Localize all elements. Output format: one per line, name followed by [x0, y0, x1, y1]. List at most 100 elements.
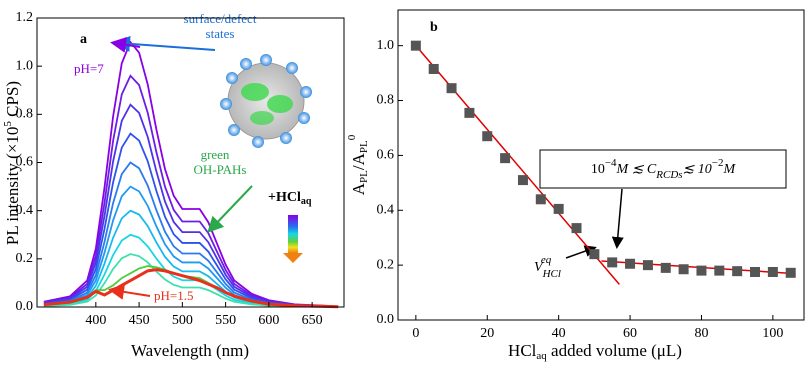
y-axis-label: APL/APL0 [346, 134, 370, 195]
x-label-text: added volume (μL) [547, 341, 682, 360]
x-axis-label: HClaq added volume (μL) [508, 341, 682, 362]
data-point [732, 266, 743, 277]
y-tick-label: 0.6 [377, 148, 395, 163]
arrow [110, 36, 141, 53]
veq-sup: eq [541, 254, 552, 266]
spectrum-line [43, 74, 339, 308]
data-point [642, 260, 653, 271]
range-box [539, 149, 787, 189]
x-tick-label: 80 [694, 326, 708, 341]
arrow [611, 188, 624, 249]
data-point [500, 153, 511, 164]
x-tick-label: 0 [412, 326, 419, 341]
spectrum-line [43, 103, 339, 308]
data-point [714, 265, 725, 276]
y-label-text: CPS) [3, 81, 22, 121]
annotation: states [206, 26, 235, 41]
x-axis-label: Wavelength (nm) [131, 341, 249, 360]
spectrum-line [43, 253, 339, 308]
data-point [589, 249, 600, 260]
range-sub: RCDs [655, 169, 682, 181]
data-point [607, 257, 618, 268]
data-point [535, 194, 546, 205]
data-point [785, 267, 796, 278]
x-tick-label: 600 [258, 313, 279, 328]
y-label-sup: 5 [2, 121, 14, 127]
arrow [108, 283, 151, 300]
annotation: pH=7 [74, 61, 104, 76]
spectrum-line [43, 233, 339, 308]
range-sup: −4 [605, 157, 617, 169]
annotation-sub: aq [301, 196, 312, 207]
annotation-text: +HCl [268, 190, 301, 205]
data-point [767, 266, 778, 277]
data-point [660, 262, 671, 273]
data-point [428, 63, 439, 74]
data-point [678, 264, 689, 275]
y-tick-label: 0.2 [16, 251, 34, 266]
nanoparticle-inset [218, 54, 316, 148]
y-label-text: PL intensity (×10 [3, 127, 22, 246]
spectrum-line [43, 132, 339, 308]
y-tick-label: 1.2 [16, 10, 34, 25]
y-tick-label: 0.8 [16, 107, 34, 122]
range-part: ≲ 10 [683, 162, 712, 177]
range-part: M [723, 162, 737, 177]
plot-frame [397, 9, 805, 321]
veq-sub: HCl [542, 268, 561, 280]
x-label-text: HCl [508, 341, 537, 360]
data-point [410, 40, 421, 51]
y-tick-label: 1.0 [16, 58, 34, 73]
data-point [750, 266, 761, 277]
spectrum-line [43, 40, 339, 308]
gradient-arrow [288, 215, 298, 253]
data-point [482, 131, 493, 142]
x-tick-label: 550 [215, 313, 236, 328]
y-tick-label: 1.0 [377, 38, 395, 53]
y-tick-label: 0.0 [377, 312, 395, 327]
veq-label: VHCl eq [534, 254, 561, 280]
range-part: 10 [591, 162, 605, 177]
y-tick-label: 0.4 [16, 203, 34, 218]
annotation: OH-PAHs [194, 162, 247, 177]
veq-v: V [534, 260, 544, 275]
y-tick-label: 0.6 [16, 155, 34, 170]
y-label-text: A [349, 182, 368, 195]
x-tick-label: 100 [762, 326, 783, 341]
y-tick-label: 0.8 [377, 93, 395, 108]
range-text: 10−4M ≲ CRCDs≲ 10−2M [591, 157, 737, 181]
arrow [207, 185, 253, 233]
y-label-text: /A [349, 152, 368, 170]
x-tick-label: 450 [129, 313, 150, 328]
data-point [696, 265, 707, 276]
x-tick-label: 650 [302, 313, 323, 328]
x-tick-label: 500 [172, 313, 193, 328]
annotation: pH=1.5 [154, 288, 193, 303]
data-point [553, 203, 564, 214]
arrow [114, 35, 216, 52]
x-tick-label: 40 [552, 326, 566, 341]
data-point [464, 107, 475, 118]
panel-label: b [430, 20, 438, 35]
data-point [625, 258, 636, 269]
x-tick-label: 400 [85, 313, 106, 328]
x-label-sub: aq [536, 350, 547, 362]
y-tick-label: 0.4 [377, 202, 395, 217]
data-point [571, 223, 582, 234]
y-label-sub: PL [358, 140, 370, 153]
range-sup: −2 [712, 157, 724, 169]
y-tick-label: 0.2 [377, 257, 395, 272]
data-point [517, 175, 528, 186]
x-tick-label: 60 [623, 326, 637, 341]
range-part: M ≲ C [616, 162, 657, 177]
y-tick-label: 0.0 [16, 299, 34, 314]
y-axis-label: PL intensity (×105 CPS) [2, 81, 22, 245]
spectrum-line [43, 268, 339, 309]
y-label-sup: 0 [346, 134, 358, 140]
gradient-arrow-head [283, 253, 303, 263]
annotation: +HClaq [268, 190, 312, 207]
data-point [446, 83, 457, 94]
annotation: green [201, 147, 230, 162]
y-label-sub: PL [358, 170, 370, 183]
